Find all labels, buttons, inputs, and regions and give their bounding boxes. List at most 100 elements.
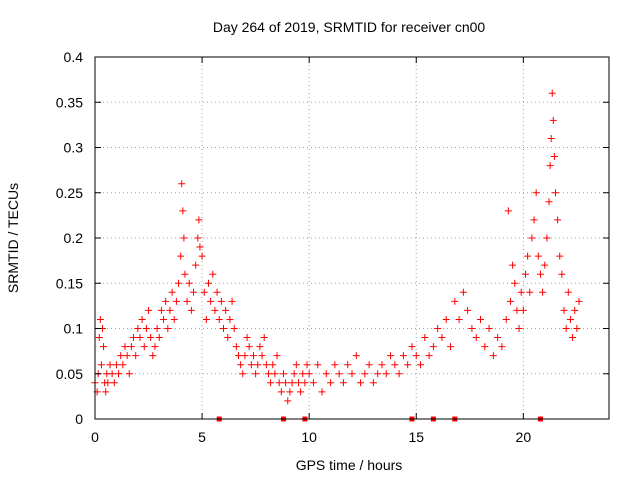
data-point (378, 361, 386, 369)
data-point (187, 306, 195, 314)
data-point (220, 325, 227, 332)
data-point (138, 315, 146, 323)
data-point (262, 361, 270, 369)
data-point (519, 306, 527, 314)
data-point (498, 343, 506, 351)
data-point (121, 343, 129, 351)
data-point (550, 153, 558, 161)
data-point (318, 388, 326, 396)
data-point (404, 361, 412, 369)
data-point (112, 361, 120, 369)
data-point (309, 379, 317, 387)
data-point (421, 334, 429, 342)
data-point (153, 325, 161, 332)
data-point (536, 270, 544, 278)
data-point (142, 325, 150, 332)
data-point (301, 379, 309, 387)
data-point (451, 297, 459, 305)
data-point (177, 252, 185, 260)
data-points (91, 89, 583, 405)
data-point (327, 379, 335, 387)
data-point (521, 270, 529, 278)
data-point (528, 234, 536, 242)
data-point (526, 288, 534, 296)
data-point (297, 388, 305, 396)
data-point (149, 352, 157, 360)
y-tick-label: 0.35 (56, 94, 83, 110)
data-point (243, 334, 251, 342)
data-point (532, 189, 540, 197)
data-point (361, 370, 369, 378)
y-tick-labels: 0 0.05 0.1 0.15 0.2 0.25 0.3 0.35 0.4 (56, 49, 83, 427)
data-point (241, 352, 249, 360)
data-point (157, 306, 165, 314)
data-point (530, 216, 538, 224)
y-tick-label: 0.05 (56, 366, 83, 382)
data-point (195, 216, 203, 224)
data-point (442, 315, 450, 323)
data-point (504, 207, 512, 215)
data-point (277, 388, 285, 396)
data-point (172, 297, 180, 305)
data-point (425, 352, 433, 360)
x-axis-label: GPS time / hours (296, 457, 403, 473)
data-point (548, 89, 556, 97)
data-point (190, 288, 198, 296)
data-point (160, 315, 168, 323)
data-point (545, 198, 553, 206)
data-point (127, 343, 135, 351)
data-point (132, 352, 140, 360)
data-point (438, 334, 446, 342)
data-point (275, 379, 283, 387)
y-tick-label: 0.1 (64, 321, 84, 337)
data-point (213, 288, 221, 296)
data-point (151, 343, 159, 351)
data-point (226, 315, 234, 323)
data-point (509, 261, 517, 269)
data-point (258, 352, 266, 360)
data-point (408, 343, 416, 351)
data-point (546, 162, 554, 170)
data-point (468, 325, 476, 332)
data-point (564, 288, 572, 296)
data-point (215, 315, 223, 323)
data-point (513, 306, 521, 314)
x-tick-label: 10 (301, 429, 317, 445)
data-point (331, 361, 339, 369)
data-point (412, 352, 420, 360)
data-point (205, 279, 213, 287)
data-point (515, 325, 523, 332)
data-point (429, 343, 437, 351)
data-point (382, 370, 390, 378)
data-point (273, 352, 281, 360)
data-point (352, 352, 360, 360)
data-point (517, 288, 525, 296)
x-tick-label: 0 (91, 429, 99, 445)
data-point (344, 361, 352, 369)
data-point (339, 379, 347, 387)
data-point (222, 306, 230, 314)
y-axis-label: SRMTID / TECUs (5, 183, 21, 293)
data-point (286, 388, 294, 396)
x-tick-labels: 0 5 10 15 20 (91, 429, 531, 445)
data-point (136, 334, 144, 342)
data-point (252, 370, 260, 378)
data-point (472, 334, 480, 342)
data-point (292, 361, 300, 369)
data-point (534, 252, 542, 260)
data-point (282, 379, 290, 387)
data-point (96, 315, 104, 323)
y-tick-label: 0.15 (56, 275, 83, 291)
data-point (459, 288, 467, 296)
data-point (554, 216, 562, 224)
data-point (260, 334, 268, 342)
data-point (365, 361, 373, 369)
data-point (369, 379, 377, 387)
data-point (284, 397, 292, 405)
data-point (180, 234, 188, 242)
data-point (348, 370, 356, 378)
x-tick-label: 15 (408, 429, 424, 445)
data-point (485, 325, 493, 332)
data-point (95, 334, 103, 342)
data-point (123, 352, 131, 360)
